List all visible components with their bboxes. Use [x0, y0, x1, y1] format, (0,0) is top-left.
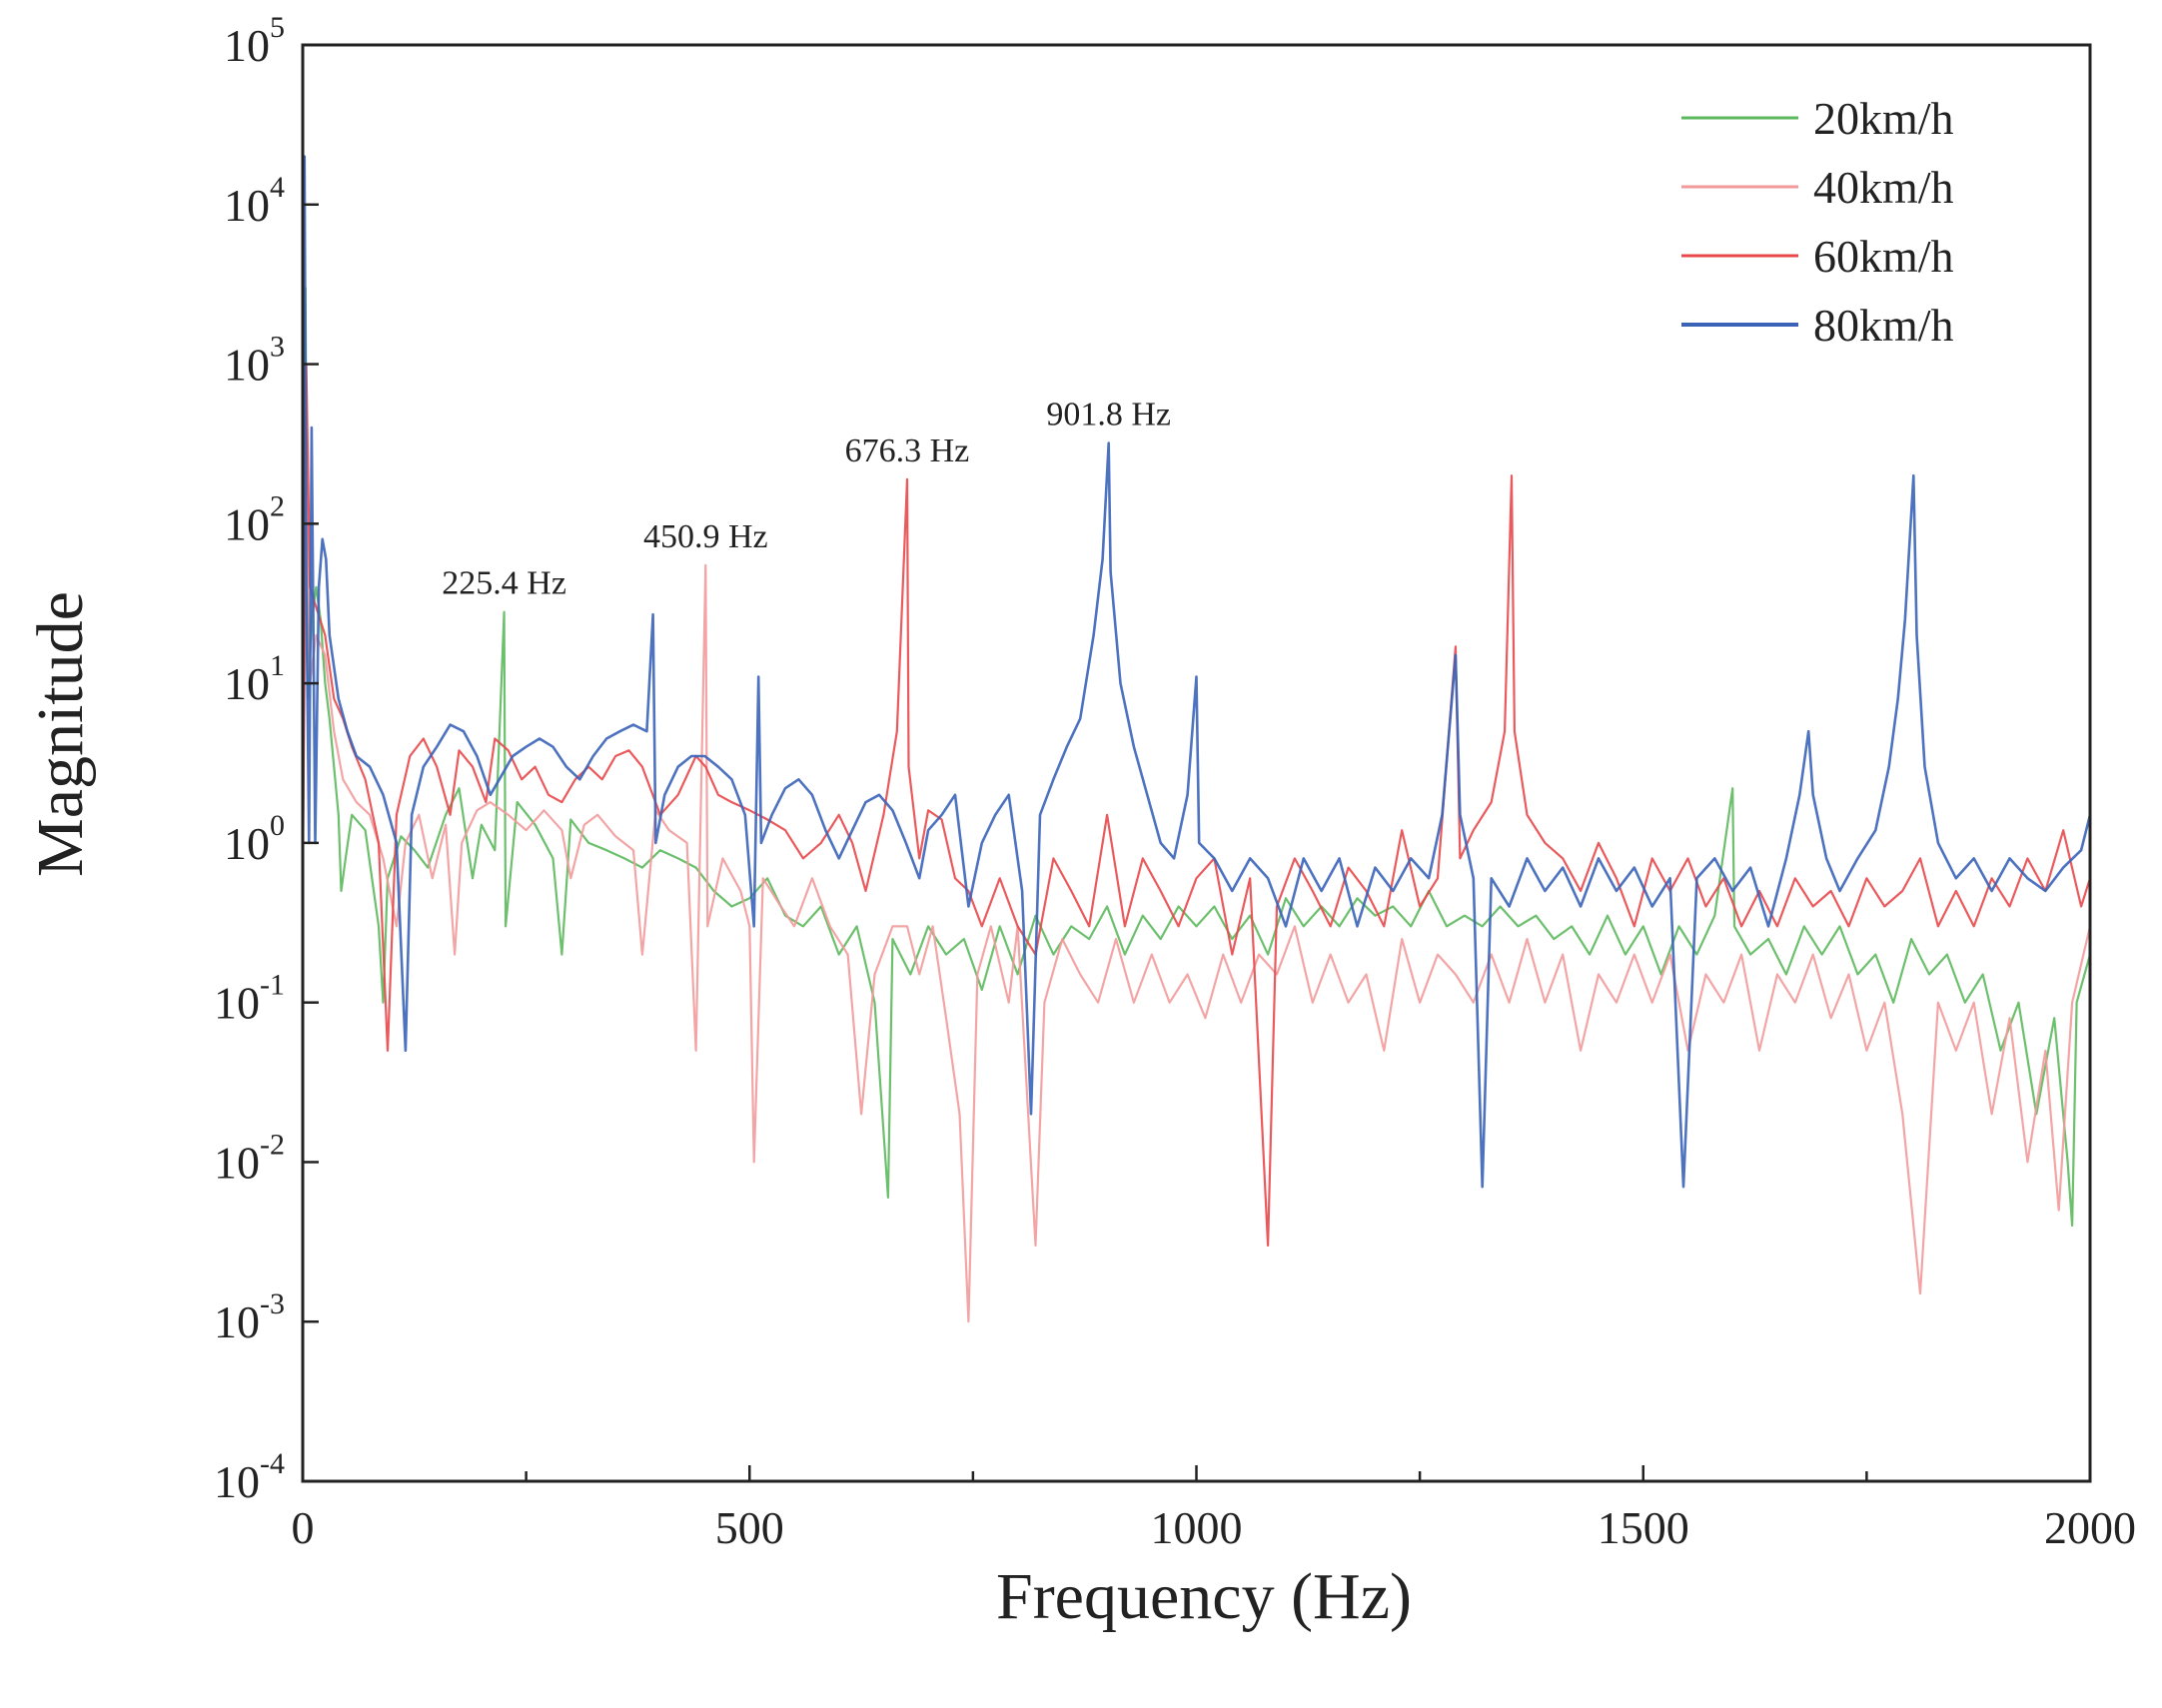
y-tick-label: 103	[224, 331, 285, 391]
peak-annotation: 225.4 Hz	[442, 565, 566, 602]
y-tick-label: 10-4	[214, 1447, 285, 1507]
text-layer: 0 500 1000 1500 2000 105 104 103 102 101 100 10-1 10…	[214, 11, 2136, 1553]
y-tick-label: 10-1	[214, 969, 285, 1029]
y-tick-label: 104	[224, 171, 285, 231]
y-tick-label: 101	[224, 649, 285, 709]
x-tick-label: 1500	[1598, 1502, 1689, 1553]
series-line-60kmh	[303, 363, 2090, 1248]
series-line-20kmh	[303, 287, 2090, 1228]
legend-label: 80km/h	[1813, 300, 1954, 351]
y-tick-label: 102	[224, 489, 285, 549]
x-tick-label: 1000	[1151, 1502, 1243, 1553]
x-tick-label: 500	[715, 1502, 784, 1553]
legend-label: 40km/h	[1813, 162, 1954, 213]
legend-label: 60km/h	[1813, 231, 1954, 282]
y-tick-label: 105	[224, 11, 285, 71]
peak-annotation: 901.8 Hz	[1046, 397, 1171, 433]
series-line-40kmh	[303, 474, 2090, 1323]
y-tick-label: 10-2	[214, 1128, 285, 1188]
peak-annotation: 450.9 Hz	[643, 518, 768, 555]
y-tick-label: 100	[224, 809, 285, 869]
axes-layer	[301, 43, 2092, 1483]
legend-label: 20km/h	[1813, 93, 1954, 144]
series-line-80kmh	[303, 155, 2090, 1189]
x-tick-label: 0	[292, 1502, 315, 1553]
series-layer	[303, 155, 2090, 1323]
peak-annotation: 676.3 Hz	[845, 432, 970, 469]
x-axis-title: Frequency (Hz)	[996, 1560, 1412, 1633]
y-axis-title: Magnitude	[24, 591, 97, 877]
x-tick-label: 2000	[2044, 1502, 2136, 1553]
y-tick-label: 10-3	[214, 1287, 285, 1347]
